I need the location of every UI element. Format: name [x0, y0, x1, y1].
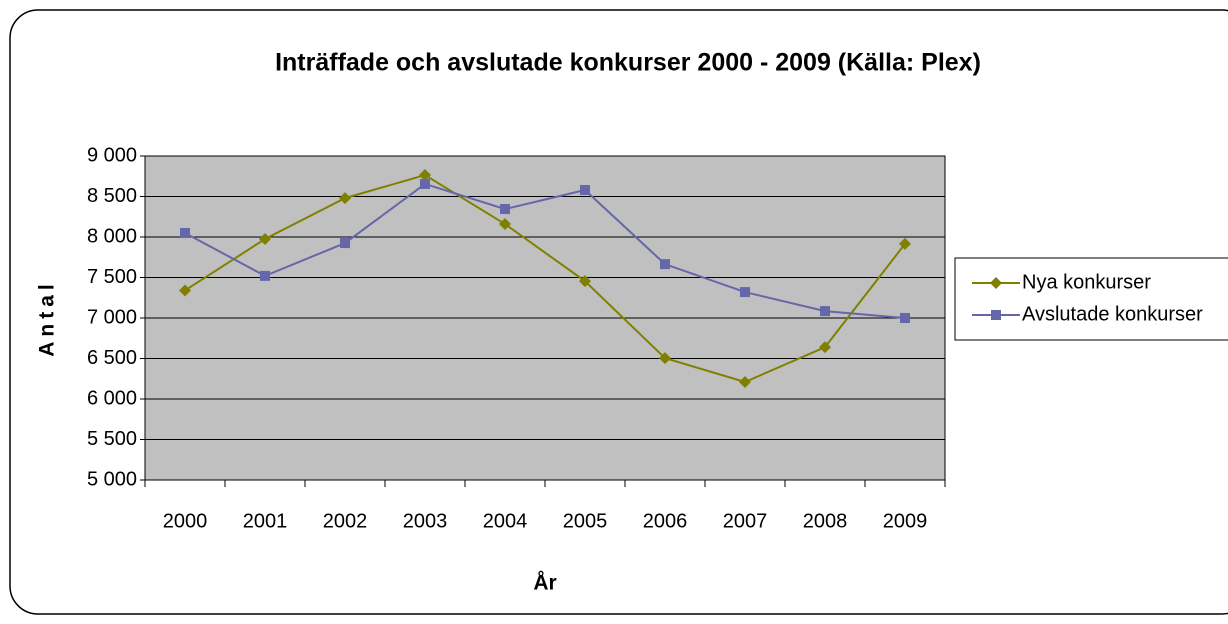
legend-box [954, 257, 1228, 341]
chart-title: Inträffade och avslutade konkurser 2000 … [275, 49, 981, 77]
data-point [420, 178, 430, 189]
data-point [259, 233, 271, 246]
data-point [500, 204, 510, 215]
series-line [184, 173, 906, 384]
data-point [180, 227, 190, 238]
legend-label: Nya konkurser [1022, 271, 1151, 293]
y-axis-label: Antal [36, 279, 59, 357]
y-tick-label: 5 000 [87, 468, 137, 490]
data-point [179, 284, 191, 297]
x-tick-label: 2001 [243, 510, 288, 532]
y-tick-label: 8 500 [87, 185, 137, 207]
x-tick-label: 2005 [563, 510, 608, 532]
x-tick-label: 2002 [323, 510, 368, 532]
x-tick-label: 2009 [883, 510, 928, 532]
x-tick-label: 2003 [403, 510, 448, 532]
y-tick-label: 7 000 [87, 306, 137, 328]
series-line [184, 182, 906, 319]
x-tick-label: 2004 [483, 510, 528, 532]
data-point [899, 237, 911, 250]
y-tick-label: 7 500 [87, 266, 137, 288]
data-point [660, 259, 670, 270]
data-point [900, 313, 910, 323]
legend-label: Avslutade konkurser [1022, 303, 1203, 325]
x-tick-label: 2006 [643, 510, 688, 532]
x-tick-label: 2008 [803, 510, 848, 532]
data-point [820, 306, 830, 317]
x-tick-label: 2007 [723, 510, 768, 532]
legend-marker [991, 310, 1001, 320]
y-tick-label: 6 000 [87, 387, 137, 409]
x-tick-label: 2000 [163, 510, 208, 532]
y-tick-label: 8 000 [87, 225, 137, 247]
data-point [739, 375, 751, 388]
data-point [340, 238, 350, 249]
data-point [659, 352, 671, 365]
data-point [260, 270, 270, 281]
data-point [819, 341, 831, 354]
data-point [740, 287, 750, 298]
x-axis-label: År [533, 571, 556, 595]
y-tick-label: 9 000 [87, 144, 137, 166]
legend-marker [990, 277, 1002, 289]
y-tick-label: 5 500 [87, 428, 137, 450]
data-point [339, 192, 351, 205]
y-tick-label: 6 500 [87, 347, 137, 369]
data-point [499, 218, 511, 231]
data-point [419, 169, 431, 182]
data-point [579, 275, 591, 288]
data-point [580, 185, 590, 196]
